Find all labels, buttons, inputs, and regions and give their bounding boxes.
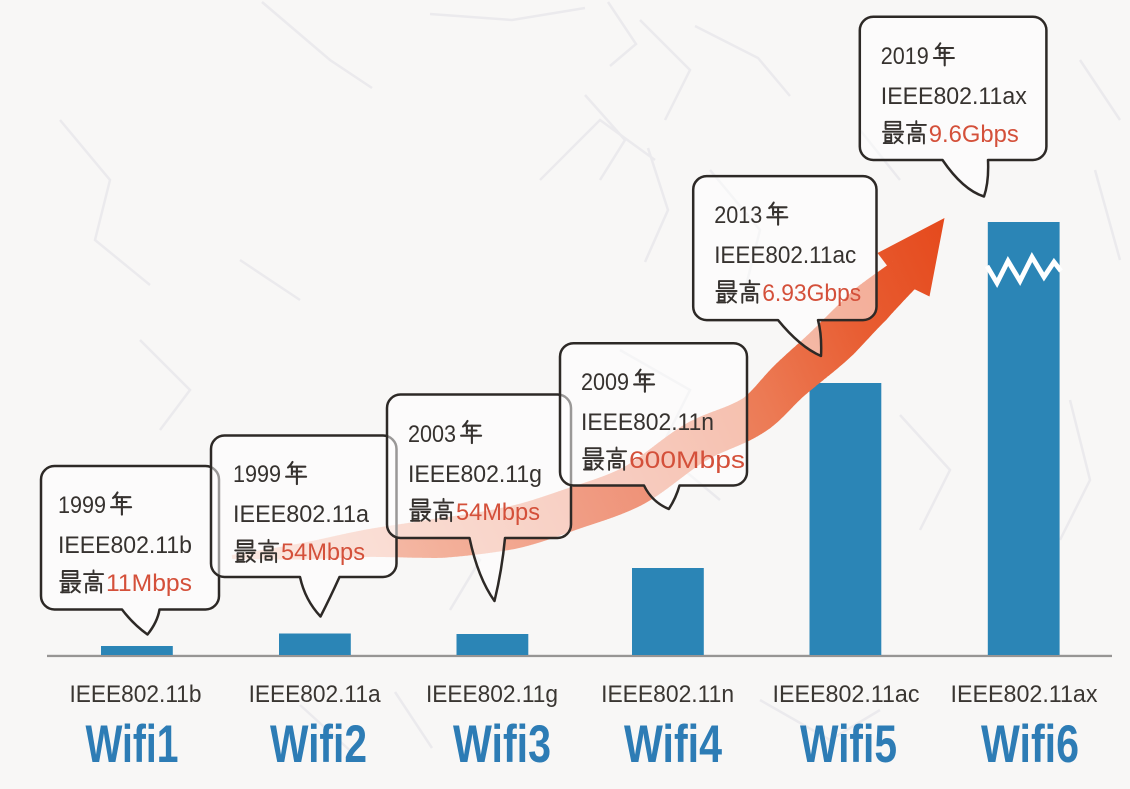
svg-text:IEEE802.11g: IEEE802.11g [426, 681, 558, 708]
svg-text:6.93Gbps: 6.93Gbps [762, 280, 861, 307]
svg-text:IEEE802.11n: IEEE802.11n [581, 409, 714, 436]
svg-text:Wifi1: Wifi1 [86, 715, 179, 774]
svg-text:IEEE802.11ac: IEEE802.11ac [714, 242, 856, 269]
svg-text:IEEE802.11ax: IEEE802.11ax [951, 681, 1098, 708]
svg-text:11Mbps: 11Mbps [106, 570, 192, 597]
svg-text:IEEE802.11a: IEEE802.11a [233, 501, 370, 528]
svg-text:IEEE802.11g: IEEE802.11g [408, 461, 542, 488]
svg-text:2003: 2003 [408, 421, 456, 448]
svg-text:2009: 2009 [581, 369, 629, 396]
svg-text:Wifi4: Wifi4 [624, 715, 722, 774]
svg-text:2013: 2013 [714, 202, 762, 229]
svg-text:IEEE802.11b: IEEE802.11b [70, 681, 202, 708]
svg-text:IEEE802.11n: IEEE802.11n [601, 681, 734, 708]
svg-text:54Mbps: 54Mbps [456, 499, 540, 526]
svg-text:Wifi3: Wifi3 [453, 715, 551, 774]
svg-text:IEEE802.11b: IEEE802.11b [58, 532, 192, 559]
svg-text:IEEE802.11ax: IEEE802.11ax [881, 83, 1027, 110]
svg-text:IEEE802.11a: IEEE802.11a [249, 681, 382, 708]
svg-text:Wifi6: Wifi6 [981, 715, 1079, 774]
svg-text:1999: 1999 [233, 461, 281, 488]
svg-text:Wifi2: Wifi2 [270, 715, 367, 774]
svg-text:IEEE802.11ac: IEEE802.11ac [773, 681, 920, 708]
svg-text:54Mbps: 54Mbps [281, 539, 365, 566]
svg-text:Wifi5: Wifi5 [800, 715, 897, 774]
svg-text:9.6Gbps: 9.6Gbps [929, 121, 1019, 148]
svg-text:2019: 2019 [881, 43, 929, 70]
svg-text:600Mbps: 600Mbps [629, 447, 745, 474]
svg-text:1999: 1999 [58, 492, 106, 519]
